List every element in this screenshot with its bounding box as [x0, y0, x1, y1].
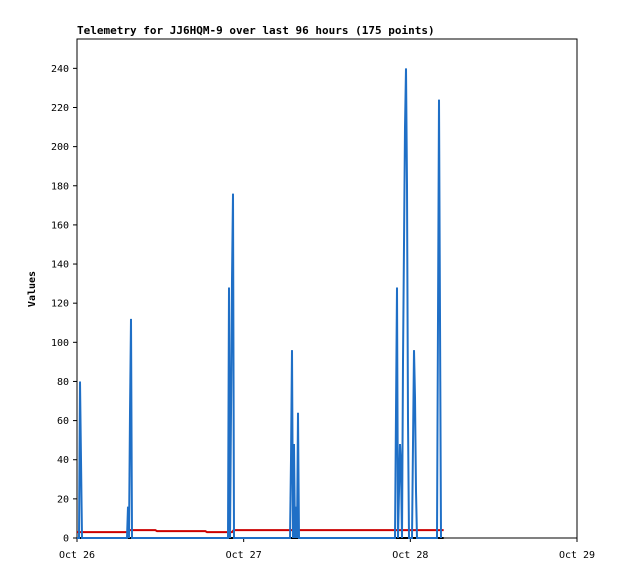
y-tick-label: 120 — [51, 299, 69, 310]
y-tick-label: 160 — [51, 220, 69, 231]
y-tick-label: 220 — [51, 103, 69, 114]
x-tick-label: Oct 29 — [559, 550, 595, 561]
plot-frame — [76, 38, 578, 539]
y-tick-label: 140 — [51, 260, 69, 271]
y-axis-label: Values — [27, 271, 38, 307]
y-tick-label: 40 — [57, 455, 69, 466]
y-tick-label: 180 — [51, 181, 69, 192]
x-tick-label: Oct 27 — [226, 550, 262, 561]
x-tick-label: Oct 26 — [59, 550, 95, 561]
y-tick-label: 60 — [57, 416, 69, 427]
y-tick-label: 240 — [51, 64, 69, 75]
y-tick-label: 0 — [63, 534, 69, 545]
y-tick-label: 80 — [57, 377, 69, 388]
y-tick-label: 20 — [57, 494, 69, 505]
series-line — [77, 68, 442, 539]
x-tick-label: Oct 28 — [392, 550, 428, 561]
chart-title: Telemetry for JJ6HQM-9 over last 96 hour… — [77, 24, 435, 37]
y-tick-label: 200 — [51, 142, 69, 153]
y-tick-label: 100 — [51, 338, 69, 349]
